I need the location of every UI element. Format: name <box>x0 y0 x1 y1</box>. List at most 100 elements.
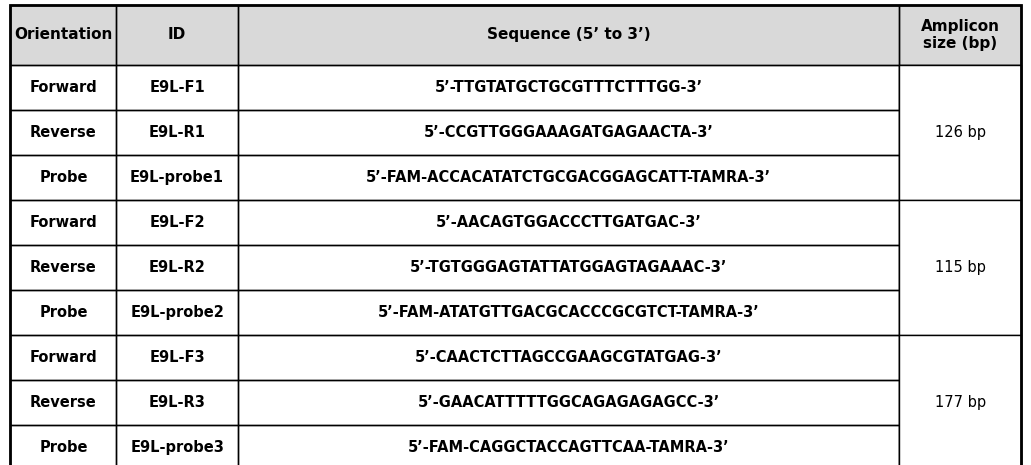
Text: E9L-R3: E9L-R3 <box>148 395 205 410</box>
Text: E9L-probe1: E9L-probe1 <box>130 170 224 185</box>
Bar <box>10 425 117 465</box>
Bar <box>117 290 238 335</box>
Bar <box>10 380 117 425</box>
Bar <box>10 380 117 425</box>
Text: E9L-R1: E9L-R1 <box>148 125 205 140</box>
Bar <box>899 335 1021 380</box>
Bar <box>238 5 899 65</box>
Text: Amplicon
size (bp): Amplicon size (bp) <box>921 19 1000 51</box>
Bar <box>899 245 1021 290</box>
Text: Probe: Probe <box>39 305 88 320</box>
Bar <box>117 245 238 290</box>
Text: E9L-probe2: E9L-probe2 <box>130 305 224 320</box>
Bar <box>238 5 899 65</box>
Text: E9L-F1: E9L-F1 <box>149 80 205 95</box>
Text: 5’-CAACTCTTAGCCGAAGCGTATGAG-3’: 5’-CAACTCTTAGCCGAAGCGTATGAG-3’ <box>414 350 723 365</box>
Bar <box>899 65 1021 200</box>
Bar <box>238 425 899 465</box>
Bar <box>238 110 899 155</box>
Text: 126 bp: 126 bp <box>934 125 986 140</box>
Bar <box>238 335 899 380</box>
Bar <box>899 110 1021 155</box>
Bar <box>117 335 238 380</box>
Bar <box>10 155 117 200</box>
Bar <box>10 65 117 110</box>
Bar <box>10 65 117 110</box>
Text: 5’-GAACATTTTTGGCAGAGAGAGCC-3’: 5’-GAACATTTTTGGCAGAGAGAGCC-3’ <box>418 395 720 410</box>
Bar <box>899 5 1021 65</box>
Bar <box>238 65 899 110</box>
Text: Forward: Forward <box>30 80 97 95</box>
Bar <box>10 200 117 245</box>
Bar <box>238 245 899 290</box>
Bar <box>10 5 117 65</box>
Bar <box>10 245 117 290</box>
Bar <box>117 380 238 425</box>
Bar <box>238 200 899 245</box>
Bar <box>899 200 1021 335</box>
Bar <box>117 65 238 110</box>
Bar <box>238 380 899 425</box>
Bar <box>117 425 238 465</box>
Text: Forward: Forward <box>30 350 97 365</box>
Text: 5’-FAM-ACCACATATCTGCGACGGAGCATT-TAMRA-3’: 5’-FAM-ACCACATATCTGCGACGGAGCATT-TAMRA-3’ <box>366 170 771 185</box>
Bar <box>899 65 1021 110</box>
Bar <box>238 200 899 245</box>
Bar <box>899 425 1021 465</box>
Bar <box>117 5 238 65</box>
Bar <box>899 380 1021 425</box>
Text: Sequence (5’ to 3’): Sequence (5’ to 3’) <box>487 27 651 42</box>
Bar <box>117 155 238 200</box>
Text: E9L-F3: E9L-F3 <box>149 350 205 365</box>
Bar <box>10 110 117 155</box>
Text: 5’-CCGTTGGGAAAGATGAGAACTA-3’: 5’-CCGTTGGGAAAGATGAGAACTA-3’ <box>424 125 713 140</box>
Text: Probe: Probe <box>39 170 88 185</box>
Bar <box>117 155 238 200</box>
Bar <box>117 425 238 465</box>
Bar <box>10 245 117 290</box>
Bar <box>117 200 238 245</box>
Text: 5’-FAM-CAGGCTACCAGTTCAA-TAMRA-3’: 5’-FAM-CAGGCTACCAGTTCAA-TAMRA-3’ <box>408 440 729 455</box>
Text: 5’-TGTGGGAGTATTATGGAGTAGAAAC-3’: 5’-TGTGGGAGTATTATGGAGTAGAAAC-3’ <box>410 260 727 275</box>
Text: ID: ID <box>168 27 187 42</box>
Bar <box>10 200 117 245</box>
Bar <box>238 290 899 335</box>
Text: Forward: Forward <box>30 215 97 230</box>
Text: E9L-R2: E9L-R2 <box>148 260 205 275</box>
Text: E9L-F2: E9L-F2 <box>149 215 205 230</box>
Bar <box>238 335 899 380</box>
Bar <box>238 380 899 425</box>
Bar <box>117 245 238 290</box>
Bar <box>10 5 117 65</box>
Bar <box>117 290 238 335</box>
Bar <box>117 110 238 155</box>
Text: E9L-probe3: E9L-probe3 <box>130 440 224 455</box>
Bar <box>238 245 899 290</box>
Bar <box>10 110 117 155</box>
Bar <box>238 65 899 110</box>
Bar <box>238 425 899 465</box>
Text: Reverse: Reverse <box>30 395 97 410</box>
Bar <box>117 200 238 245</box>
Text: 115 bp: 115 bp <box>935 260 986 275</box>
Text: 5’-FAM-ATATGTTGACGCACCCGCGTCT-TAMRA-3’: 5’-FAM-ATATGTTGACGCACCCGCGTCT-TAMRA-3’ <box>377 305 760 320</box>
Bar <box>238 110 899 155</box>
Text: 177 bp: 177 bp <box>934 395 986 410</box>
Bar <box>117 380 238 425</box>
Bar <box>899 200 1021 245</box>
Text: 5’-AACAGTGGACCCTTGATGAC-3’: 5’-AACAGTGGACCCTTGATGAC-3’ <box>436 215 701 230</box>
Bar <box>117 335 238 380</box>
Text: Orientation: Orientation <box>14 27 112 42</box>
Bar <box>10 290 117 335</box>
Bar <box>10 425 117 465</box>
Bar <box>117 5 238 65</box>
Bar <box>10 335 117 380</box>
Bar <box>10 155 117 200</box>
Bar <box>117 65 238 110</box>
Text: 5’-TTGTATGCTGCGTTTCTTTGG-3’: 5’-TTGTATGCTGCGTTTCTTTGG-3’ <box>434 80 703 95</box>
Bar <box>238 290 899 335</box>
Bar <box>238 155 899 200</box>
Bar <box>117 110 238 155</box>
Text: Reverse: Reverse <box>30 260 97 275</box>
Bar <box>899 155 1021 200</box>
